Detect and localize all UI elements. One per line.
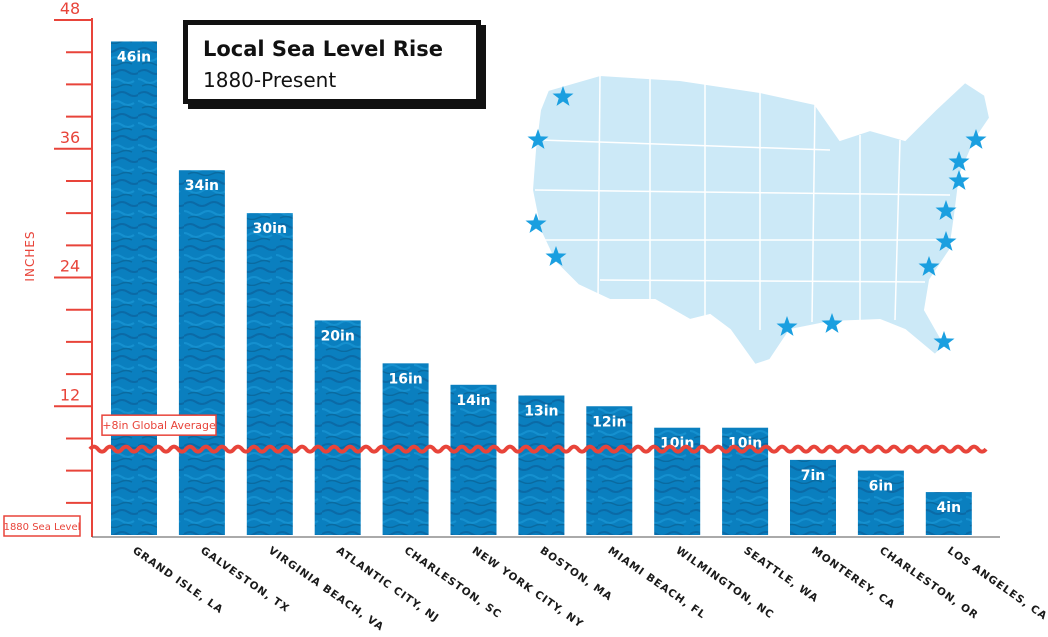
y-tick-label: 12 [60,385,80,404]
location-star-icon [821,313,843,333]
location-star-icon [948,151,970,171]
state-line [811,103,816,323]
bar-value-label: 16in [388,371,422,387]
chart-subtitle: 1880-Present [203,68,337,92]
y-axis: 12 24 36 48 INCHES 1880 Sea Level [3,0,1000,538]
bar-value-label: 4in [937,500,962,516]
baseline-label-box [3,515,81,537]
bar [246,213,293,535]
bar-value-label: 34in [185,178,219,194]
location-star-icon [525,213,547,233]
us-map-shape [530,73,992,367]
bar [722,427,769,535]
baseline-label: 1880 Sea Level [4,522,81,533]
state-line [894,139,901,321]
location-star-icon [776,316,798,336]
location-star-icon [527,129,549,149]
bar-value-label: 12in [592,414,626,430]
state-line [597,74,601,301]
bar [654,427,701,535]
y-tick-label: 48 [60,0,80,18]
state-line [534,189,951,196]
us-map [530,73,992,367]
location-stars [525,86,987,351]
bar [586,406,633,535]
bar-value-label: 7in [801,468,826,484]
bar [925,492,972,535]
reference-label: +8in Global Average [102,419,216,432]
location-star-icon [918,256,940,276]
reference-label-box [101,414,217,436]
y-axis-title: INCHES [23,230,37,281]
location-star-icon [935,200,957,220]
title-box: Local Sea Level Rise 1880-Present [183,20,481,104]
bar-value-label: 20in [321,328,355,344]
bar [178,170,225,536]
reference-line [88,444,988,454]
bar [111,41,157,535]
bar [314,320,361,535]
state-line [599,279,926,283]
location-star-icon [933,331,955,351]
bar [450,384,497,535]
location-star-icon [935,231,957,251]
bar-value-label: 46in [117,49,151,65]
location-star-icon [965,129,987,149]
bar [857,470,904,535]
bar-value-label: 6in [869,479,894,495]
y-tick-label: 24 [60,257,80,276]
state-lines [534,74,951,330]
bar-value-label: 30in [253,221,287,237]
chart-title: Local Sea Level Rise [203,37,443,61]
bar-value-label: 13in [524,404,558,420]
x-tick-label: VIRGINIA BEACH, VA [266,545,386,634]
location-star-icon [948,170,970,190]
y-tick-label: 36 [60,128,80,147]
bar [790,459,836,535]
bar-value-label: 14in [456,393,490,409]
bar [382,363,429,535]
state-line [539,139,831,151]
global-average-line: +8in Global Average [88,414,988,454]
location-star-icon [545,246,567,266]
bar [518,395,565,535]
location-star-icon [552,86,574,106]
x-tick-label: NEW YORK CITY, NY [470,545,586,631]
